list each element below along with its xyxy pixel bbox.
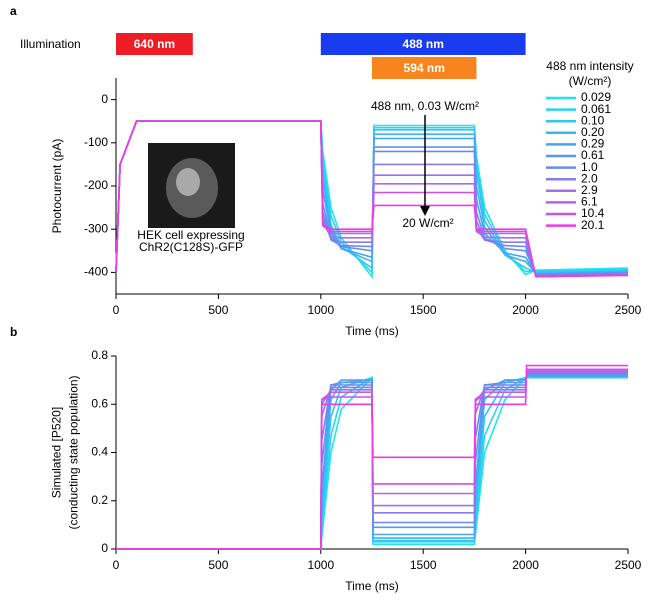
illumination-bar-label: 488 nm: [403, 37, 444, 51]
trace: [116, 375, 628, 550]
y-axis-label: Photocurrent (pA): [50, 139, 64, 234]
trace: [116, 372, 628, 550]
legend-label: 0.20: [581, 125, 605, 139]
panel-letter: a: [10, 4, 17, 18]
annotation: 20 W/cm²: [402, 216, 453, 230]
x-axis-label: Time (ms): [345, 324, 399, 338]
illumination-bar: [320, 33, 526, 55]
legend-label: 2.0: [581, 171, 598, 185]
illumination-label: Illumination: [20, 37, 81, 51]
legend-label: 20.1: [581, 218, 605, 232]
legend-label: 0.029: [581, 90, 611, 104]
y-tick-label: -300: [84, 221, 108, 235]
legend-label: 10.4: [581, 206, 605, 220]
trace: [116, 373, 628, 550]
x-tick-label: 0: [113, 303, 120, 317]
legend-label: 1.0: [581, 160, 598, 174]
legend-label: 0.10: [581, 113, 605, 127]
x-tick-label: 2500: [615, 303, 642, 317]
y-tick-label: 0: [101, 92, 108, 106]
y-tick-label: -100: [84, 135, 108, 149]
y-tick-label: 0.2: [91, 493, 108, 507]
y-axis-label: Simulated [P520]: [50, 407, 64, 498]
x-tick-label: 1500: [410, 558, 437, 572]
x-tick-label: 500: [208, 558, 228, 572]
x-tick-label: 500: [208, 303, 228, 317]
illumination-bar: [372, 57, 477, 79]
inset-caption: ChR2(C128S)-GFP: [139, 240, 243, 254]
trace: [115, 120, 629, 278]
legend-label: 6.1: [581, 195, 598, 209]
y-tick-label: 0.8: [91, 348, 108, 362]
legend-label: 0.29: [581, 137, 605, 151]
inset-image: [148, 143, 235, 228]
legend-label: 0.61: [581, 148, 605, 162]
trace: [116, 374, 628, 550]
legend-label: 2.9: [581, 183, 598, 197]
annotation-arrowhead: [420, 206, 430, 216]
inset-caption: HEK cell expressing: [137, 228, 244, 242]
x-tick-label: 0: [113, 558, 120, 572]
panel-letter: b: [10, 325, 17, 339]
y-tick-label: 0.6: [91, 396, 108, 410]
x-tick-label: 2000: [512, 558, 539, 572]
x-tick-label: 1500: [410, 303, 437, 317]
legend-title: 488 nm intensity: [546, 59, 633, 73]
legend-title: (W/cm²): [569, 74, 612, 88]
trace: [116, 375, 628, 550]
legend-label: 0.061: [581, 102, 611, 116]
annotation: 488 nm, 0.03 W/cm²: [371, 99, 479, 113]
trace: [116, 368, 628, 550]
trace: [116, 364, 628, 550]
y-axis-label: (conducting state population): [67, 375, 81, 529]
x-tick-label: 2000: [512, 303, 539, 317]
y-tick-label: 0.4: [91, 445, 108, 459]
illumination-bar-label: 594 nm: [404, 61, 445, 75]
y-tick-label: -400: [84, 265, 108, 279]
trace: [116, 370, 628, 550]
y-tick-label: -200: [84, 178, 108, 192]
illumination-bar-label: 640 nm: [134, 37, 175, 51]
x-axis-label: Time (ms): [345, 579, 399, 593]
x-tick-label: 1000: [307, 558, 334, 572]
trace: [116, 374, 628, 550]
x-tick-label: 2500: [615, 558, 642, 572]
x-tick-label: 1000: [307, 303, 334, 317]
illumination-bar: [116, 33, 193, 55]
y-tick-label: 0: [101, 541, 108, 555]
